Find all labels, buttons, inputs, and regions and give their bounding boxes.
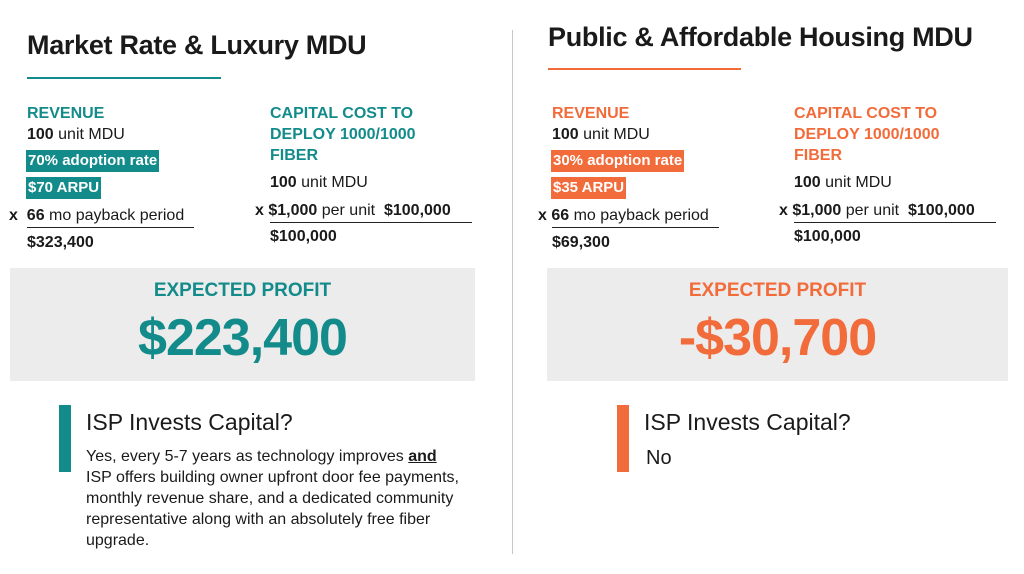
left-payback-months: 66 bbox=[26, 207, 45, 224]
left-profit-label: EXPECTED PROFIT bbox=[153, 280, 332, 301]
right-mult-sign: x bbox=[538, 207, 547, 224]
left-revenue-units-count: 100 bbox=[27, 126, 54, 143]
right-capital-per-unit-total: $100,000 bbox=[907, 202, 975, 219]
right-payback-text: mo payback period bbox=[569, 207, 709, 224]
right-capital-total: $100,000 bbox=[794, 226, 861, 247]
right-isp-title: ISP Invests Capital? bbox=[644, 409, 851, 435]
right-capital-per-unit-text: per unit bbox=[841, 202, 900, 219]
right-revenue-rule bbox=[552, 227, 719, 228]
left-revenue-total: $323,400 bbox=[27, 232, 94, 253]
right-payback-line: x 66 mo payback period bbox=[538, 205, 709, 226]
right-capital-rule bbox=[794, 222, 996, 223]
left-title-underline bbox=[27, 77, 221, 79]
left-isp-text-after: ISP offers building owner upfront door f… bbox=[86, 469, 459, 549]
right-capital-total-value: $100,000 bbox=[794, 228, 861, 245]
right-revenue-units-count: 100 bbox=[552, 126, 579, 143]
left-title: Market Rate & Luxury MDU bbox=[27, 30, 367, 60]
right-profit-label: EXPECTED PROFIT bbox=[688, 280, 867, 301]
left-capital-units-text: unit MDU bbox=[296, 174, 368, 191]
left-capital-heading-line3: FIBER bbox=[270, 147, 318, 164]
left-isp-text: Yes, every 5-7 years as technology impro… bbox=[86, 446, 466, 551]
right-capital-per-unit-price: x $1,000 bbox=[779, 202, 842, 219]
left-payback-line: x 66 mo payback period bbox=[9, 205, 184, 226]
right-capital-heading-line1: CAPITAL COST TO bbox=[794, 105, 938, 122]
left-profit-box: EXPECTED PROFIT $223,400 bbox=[10, 268, 475, 381]
right-isp-accent-bar bbox=[617, 405, 629, 472]
right-adoption-badge: 30% adoption rate bbox=[551, 150, 685, 172]
left-mult-sign: x bbox=[9, 207, 18, 224]
left-capital-per-unit-total: $100,000 bbox=[383, 202, 451, 219]
left-revenue-units-text: unit MDU bbox=[53, 126, 125, 143]
left-capital-units-count: 100 bbox=[270, 174, 297, 191]
right-capital-units-count: 100 bbox=[794, 174, 821, 191]
left-revenue-heading: REVENUE bbox=[27, 105, 105, 122]
right-capital-heading-line2: DEPLOY 1000/1000 bbox=[794, 126, 940, 143]
left-arpu-badge: $70 ARPU bbox=[26, 177, 102, 199]
left-isp-text-before: Yes, every 5-7 years as technology impro… bbox=[86, 448, 409, 465]
left-capital-total: $100,000 bbox=[270, 226, 337, 247]
right-profit-box: EXPECTED PROFIT -$30,700 bbox=[547, 268, 1008, 381]
right-capital-heading: CAPITAL COST TO DEPLOY 1000/1000 FIBER bbox=[794, 103, 940, 166]
left-capital-per-unit: x $1,000 per unit $100,000 bbox=[255, 200, 451, 221]
right-payback-months: 66 bbox=[551, 207, 570, 224]
left-revenue-rule bbox=[27, 227, 194, 228]
right-revenue-heading: REVENUE bbox=[552, 105, 630, 122]
right-revenue-units: 100 unit MDU bbox=[552, 124, 650, 145]
left-capital-rule bbox=[270, 222, 472, 223]
left-capital-units: 100 unit MDU bbox=[270, 172, 368, 193]
left-profit-value: $223,400 bbox=[138, 309, 348, 367]
right-capital-heading-line3: FIBER bbox=[794, 147, 842, 164]
left-capital-heading-line2: DEPLOY 1000/1000 bbox=[270, 126, 416, 143]
right-capital-per-unit: x $1,000 per unit $100,000 bbox=[779, 200, 975, 221]
right-profit-value: -$30,700 bbox=[678, 309, 877, 367]
left-capital-per-unit-price: x $1,000 bbox=[255, 202, 318, 219]
right-capital-units: 100 unit MDU bbox=[794, 172, 892, 193]
right-revenue-units-text: unit MDU bbox=[578, 126, 650, 143]
left-capital-heading-line1: CAPITAL COST TO bbox=[270, 105, 414, 122]
left-capital-heading: CAPITAL COST TO DEPLOY 1000/1000 FIBER bbox=[270, 103, 416, 166]
left-revenue-total-value: $323,400 bbox=[27, 234, 94, 251]
left-payback-text: mo payback period bbox=[44, 207, 185, 224]
left-capital-per-unit-text: per unit bbox=[317, 202, 376, 219]
left-isp-text-emph: and bbox=[408, 448, 437, 465]
right-capital-units-text: unit MDU bbox=[820, 174, 892, 191]
right-arpu-badge: $35 ARPU bbox=[551, 177, 627, 199]
left-capital-total-value: $100,000 bbox=[270, 228, 337, 245]
right-revenue-total: $69,300 bbox=[552, 232, 610, 253]
right-isp-answer: No bbox=[646, 447, 672, 469]
panel-divider bbox=[512, 30, 513, 554]
left-isp-accent-bar bbox=[59, 405, 71, 472]
right-revenue-total-value: $69,300 bbox=[552, 234, 610, 251]
right-title: Public & Affordable Housing MDU bbox=[548, 22, 973, 52]
left-adoption-badge: 70% adoption rate bbox=[26, 150, 160, 172]
left-isp-title: ISP Invests Capital? bbox=[86, 409, 293, 435]
left-revenue-units: 100 unit MDU bbox=[27, 124, 125, 145]
right-title-underline bbox=[548, 68, 741, 70]
